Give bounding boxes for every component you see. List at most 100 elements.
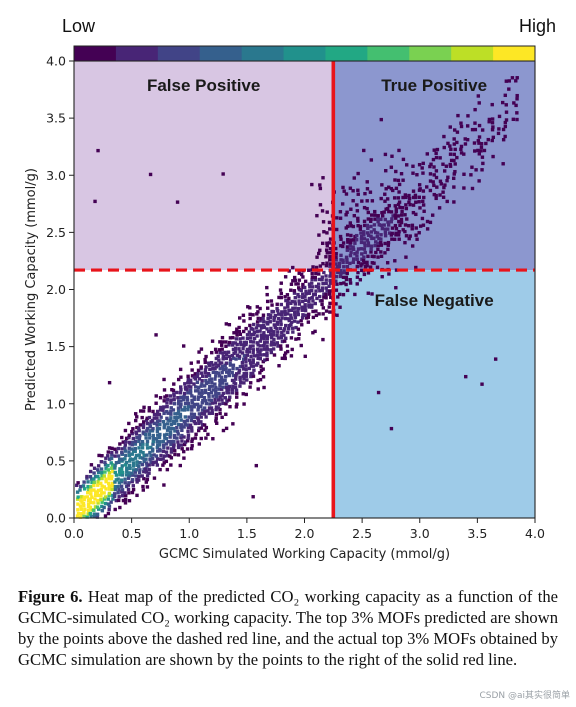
density-cell [497,114,502,119]
density-cell [251,313,255,317]
density-cell [172,402,177,406]
density-cell [287,318,291,323]
density-cell [383,217,388,222]
density-cell [321,176,325,180]
density-cell [218,378,222,383]
density-cell [106,454,110,458]
density-cell [165,397,170,402]
density-cell [237,354,242,359]
density-cell [448,164,453,168]
density-cell [417,162,422,167]
density-cell [299,288,303,293]
density-cell [211,370,215,375]
density-cell [247,358,252,362]
density-cell [165,409,169,414]
density-cell [362,148,366,153]
density-cell [294,325,298,330]
density-cell [359,237,364,241]
density-cell [338,292,342,297]
density-cell [224,356,229,361]
density-cell [355,250,359,254]
density-cell [386,247,390,252]
density-cell [407,196,412,201]
density-cell [328,278,332,283]
density-cell [242,357,246,362]
density-cell [396,178,401,183]
density-cell [127,446,131,450]
density-cell [247,330,252,334]
density-cell [452,137,456,141]
density-cell [397,190,401,194]
density-cell [242,354,247,358]
density-cell [137,446,141,450]
density-cell [162,388,167,392]
density-cell [511,117,516,122]
density-cell [272,330,276,334]
density-cell [391,214,395,218]
density-cell [100,471,104,475]
density-cell [269,326,273,331]
density-cell [141,484,145,489]
density-cell [296,320,300,324]
density-cell [418,206,422,210]
density-cell [148,425,153,429]
density-cell [161,463,165,467]
density-cell [446,175,450,179]
density-cell [220,351,225,355]
density-cell [107,484,111,488]
density-cell [171,445,176,450]
density-cell [134,453,139,458]
density-cell [165,416,169,421]
density-cell [441,195,446,199]
density-cell [258,377,263,382]
density-cell [155,449,160,453]
density-cell [172,433,177,438]
density-cell [325,244,329,248]
density-cell [345,233,350,237]
density-cell [434,169,439,173]
density-cell [171,408,176,412]
density-cell [221,354,226,358]
density-cell [131,473,135,477]
density-cell [151,426,155,431]
density-cell [161,457,165,461]
density-cell [251,364,256,368]
density-cell [397,200,402,204]
density-cell [83,507,87,512]
density-cell [162,483,166,487]
density-cell [130,479,134,484]
density-cell [370,254,374,259]
density-cell [299,343,303,348]
density-cell [328,264,332,268]
density-cell [234,330,239,334]
density-cell [213,382,217,386]
density-cell [103,462,108,467]
density-cell [291,326,295,330]
density-cell [185,447,190,451]
density-cell [353,292,357,297]
density-cell [145,485,150,489]
density-cell [369,158,374,162]
density-cell [383,152,388,157]
density-cell [491,125,495,129]
density-cell [176,440,180,444]
density-cell [239,342,243,347]
density-cell [140,462,145,467]
density-cell [462,172,466,176]
density-cell [292,275,297,280]
density-cell [92,477,96,481]
density-cell [165,401,169,405]
density-cell [155,423,159,427]
density-cell [131,427,135,431]
density-cell [336,295,340,299]
density-cell [279,281,283,285]
density-cell [255,320,260,324]
density-cell [503,134,507,139]
density-cell [442,169,447,173]
density-cell [157,412,162,417]
density-cell [348,278,352,282]
density-cell [204,415,208,419]
density-cell [82,503,86,508]
density-cell [417,183,422,187]
density-cell [100,509,105,513]
